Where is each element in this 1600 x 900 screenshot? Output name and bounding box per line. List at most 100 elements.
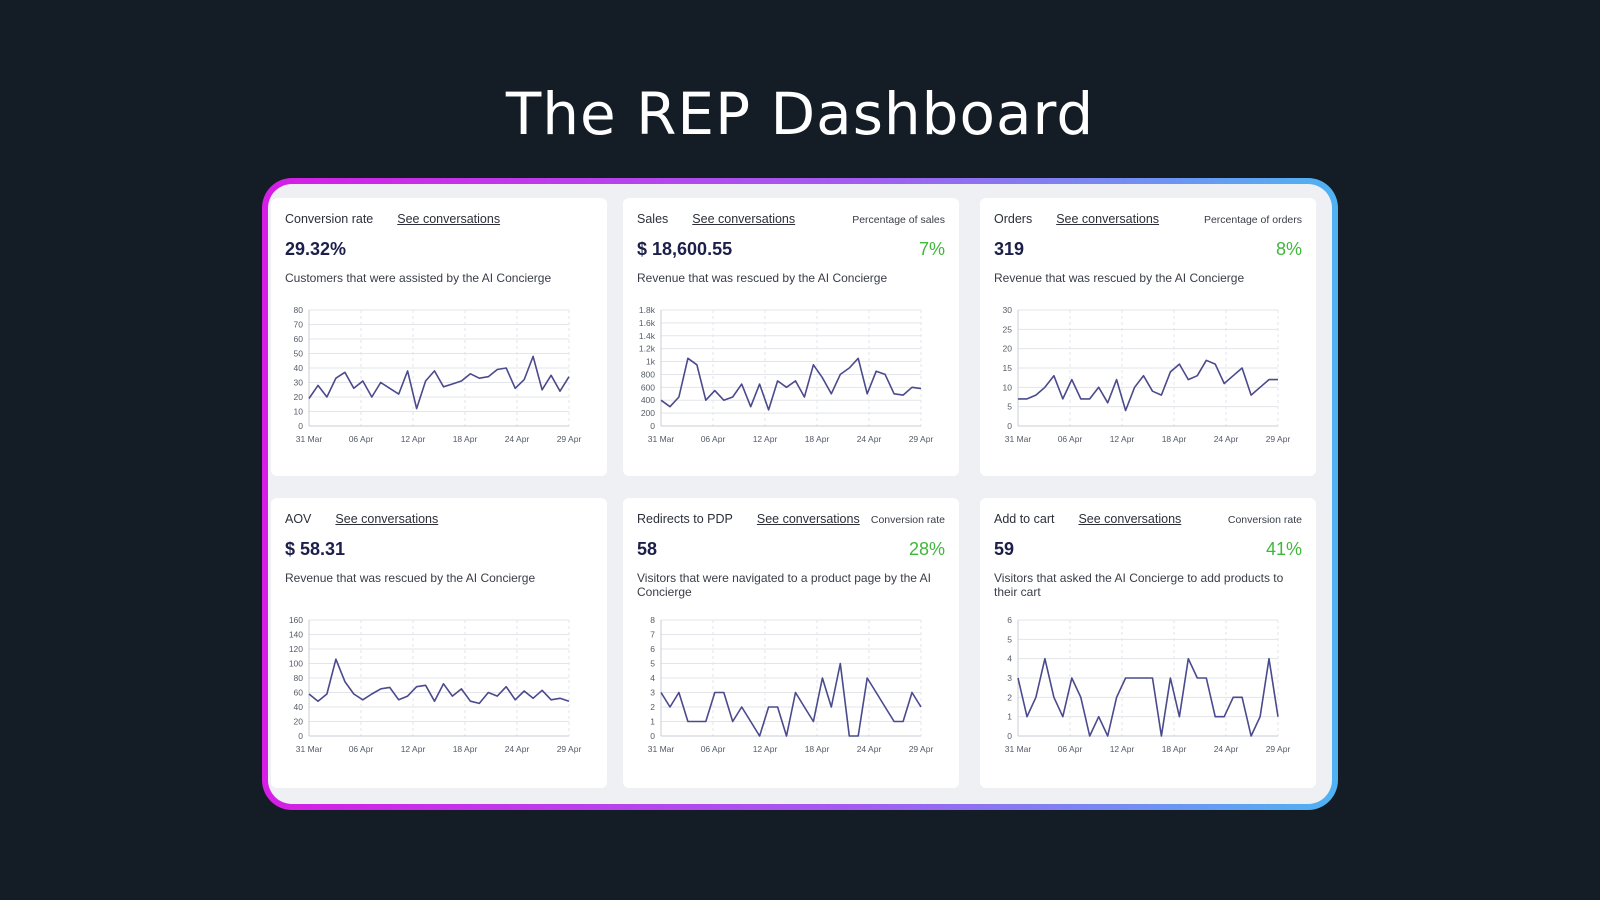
y-tick-label: 400 <box>641 395 655 405</box>
metric-percentage: 28% <box>908 539 945 559</box>
x-tick-label: 31 Mar <box>648 434 675 444</box>
x-tick-label: 24 Apr <box>505 744 530 754</box>
y-tick-label: 7 <box>650 630 655 640</box>
y-tick-label: 800 <box>641 369 655 379</box>
x-tick-label: 12 Apr <box>1110 434 1135 444</box>
y-tick-label: 1 <box>1007 712 1012 722</box>
card-sales: Sales See conversations Percentage of sa… <box>623 198 959 476</box>
x-tick-label: 06 Apr <box>1058 434 1083 444</box>
y-tick-label: 50 <box>294 349 304 359</box>
line-chart: 0 200 400 600 800 1k 1.2k 1.4k 1.6k 1.8k 31 Mar 06 … <box>639 305 934 444</box>
card-title: AOV <box>285 512 312 526</box>
x-tick-label: 24 Apr <box>1214 434 1239 444</box>
metric-description: Revenue that was rescued by the AI Conci… <box>637 271 888 285</box>
extra-label: Conversion rate <box>870 514 945 526</box>
x-tick-label: 12 Apr <box>753 434 778 444</box>
y-tick-label: 1.2k <box>639 344 656 354</box>
see-conversations-link[interactable]: See conversations <box>692 212 796 226</box>
y-tick-label: 80 <box>294 305 304 315</box>
card-add-to-cart: Add to cart See conversations Conversion… <box>980 498 1316 788</box>
card-conversion-rate: Conversion rate See conversations 29.32%… <box>271 198 607 476</box>
series-line <box>308 355 570 410</box>
x-tick-label: 18 Apr <box>1162 744 1187 754</box>
see-conversations-link[interactable]: See conversations <box>1056 212 1160 226</box>
dashboard-panel: Conversion rate See conversations 29.32%… <box>268 184 1332 804</box>
y-tick-label: 600 <box>641 382 655 392</box>
x-tick-label: 29 Apr <box>1266 434 1291 444</box>
dashboard-frame: Conversion rate See conversations 29.32%… <box>262 178 1338 810</box>
metric-description: Revenue that was rescued by the AI Conci… <box>994 271 1245 285</box>
y-tick-label: 0 <box>1007 731 1012 741</box>
y-tick-label: 8 <box>650 615 655 625</box>
extra-label: Conversion rate <box>1227 514 1302 526</box>
metric-value: 319 <box>994 239 1025 259</box>
y-tick-label: 20 <box>1003 344 1013 354</box>
y-tick-label: 3 <box>1007 673 1012 683</box>
y-tick-label: 60 <box>294 334 304 344</box>
card-title: Orders <box>994 212 1033 226</box>
series-line <box>1018 359 1278 412</box>
metric-value: 58 <box>637 539 658 559</box>
y-tick-label: 0 <box>650 731 655 741</box>
metric-percentage: 7% <box>918 239 945 259</box>
y-tick-label: 25 <box>1003 324 1013 334</box>
card-orders: Orders See conversations Percentage of o… <box>980 198 1316 476</box>
x-tick-label: 18 Apr <box>453 744 478 754</box>
y-tick-label: 30 <box>1003 305 1013 315</box>
see-conversations-link[interactable]: See conversations <box>1078 512 1182 526</box>
metric-value: 59 <box>994 539 1015 559</box>
card-aov: AOV See conversations $ 58.31 Revenue th… <box>271 498 607 788</box>
see-conversations-link[interactable]: See conversations <box>335 512 439 526</box>
metric-percentage: 41% <box>1265 539 1302 559</box>
y-tick-label: 140 <box>289 630 303 640</box>
x-tick-label: 29 Apr <box>1266 744 1291 754</box>
y-tick-label: 0 <box>1007 421 1012 431</box>
x-tick-label: 06 Apr <box>701 434 726 444</box>
line-chart: 0 1 2 3 4 5 6 7 8 31 Mar 06 Apr 12 Apr 18 Apr 24 Apr 2… <box>648 615 934 754</box>
line-chart: 0 10 20 30 40 50 60 70 80 31 Mar 06 Apr 12 Apr 18 Ap… <box>294 305 582 444</box>
x-tick-label: 12 Apr <box>753 744 778 754</box>
y-tick-label: 60 <box>294 688 304 698</box>
y-tick-label: 30 <box>294 378 304 388</box>
x-tick-label: 06 Apr <box>701 744 726 754</box>
series-line <box>660 357 922 411</box>
x-tick-label: 31 Mar <box>296 434 323 444</box>
x-tick-label: 31 Mar <box>296 744 323 754</box>
see-conversations-link[interactable]: See conversations <box>397 212 501 226</box>
y-tick-label: 1k <box>646 357 656 367</box>
x-tick-label: 29 Apr <box>909 744 934 754</box>
metric-description: Revenue that was rescued by the AI Conci… <box>285 571 536 585</box>
card-title: Sales <box>637 212 669 226</box>
x-tick-label: 29 Apr <box>557 434 582 444</box>
metric-description: Visitors that asked the AI Concierge to … <box>994 571 1284 599</box>
metric-value: 29.32% <box>285 239 347 259</box>
y-tick-label: 120 <box>289 644 303 654</box>
line-chart: 0 1 2 3 4 5 6 31 Mar 06 Apr 12 Apr 18 Apr 24 Apr 29 … <box>1005 615 1291 754</box>
y-tick-label: 6 <box>650 644 655 654</box>
y-tick-label: 20 <box>294 717 304 727</box>
metric-value: $ 18,600.55 <box>637 239 733 259</box>
x-tick-label: 12 Apr <box>1110 744 1135 754</box>
extra-label: Percentage of orders <box>1203 214 1302 226</box>
y-tick-label: 40 <box>294 702 304 712</box>
y-tick-label: 200 <box>641 408 655 418</box>
card-title: Conversion rate <box>285 212 374 226</box>
x-tick-label: 06 Apr <box>349 744 374 754</box>
x-tick-label: 24 Apr <box>1214 744 1239 754</box>
x-tick-label: 06 Apr <box>349 434 374 444</box>
y-tick-label: 3 <box>650 688 655 698</box>
metric-description: Visitors that were navigated to a produc… <box>637 571 931 599</box>
metric-description: Customers that were assisted by the AI C… <box>285 271 552 285</box>
page-title: The REP Dashboard <box>505 80 1095 148</box>
y-tick-label: 0 <box>650 421 655 431</box>
y-tick-label: 15 <box>1003 363 1013 373</box>
y-tick-label: 2 <box>650 702 655 712</box>
y-tick-label: 4 <box>1007 654 1012 664</box>
series-line <box>660 662 922 737</box>
see-conversations-link[interactable]: See conversations <box>756 512 860 526</box>
y-tick-label: 100 <box>289 659 303 669</box>
x-tick-label: 29 Apr <box>557 744 582 754</box>
x-tick-label: 06 Apr <box>1058 744 1083 754</box>
x-tick-label: 24 Apr <box>505 434 530 444</box>
x-tick-label: 24 Apr <box>857 434 882 444</box>
